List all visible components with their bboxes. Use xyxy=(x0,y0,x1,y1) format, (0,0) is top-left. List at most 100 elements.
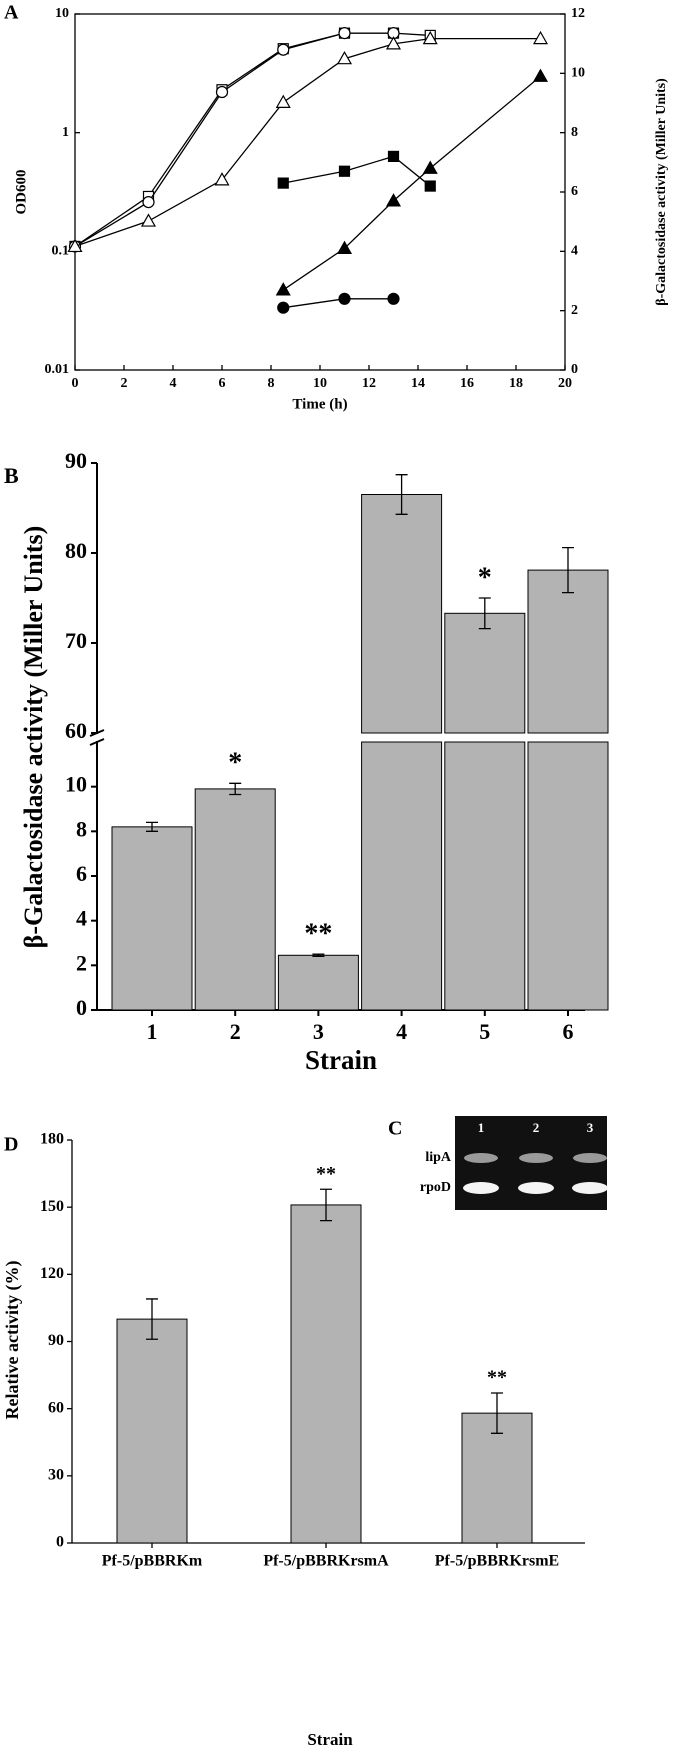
y-tick-label: 8 xyxy=(76,816,87,841)
x-tick-label: Pf-5/pBBRKrsmA xyxy=(263,1553,389,1570)
series-line xyxy=(74,37,541,248)
marker xyxy=(338,165,351,177)
marker xyxy=(387,150,400,162)
error-bar xyxy=(229,782,242,796)
x-axis-label: Strain xyxy=(305,1045,377,1075)
y-tick-label: 4 xyxy=(76,906,87,931)
marker xyxy=(385,193,402,207)
x-axis-label: Time (h) xyxy=(292,396,347,412)
error-bar xyxy=(491,1392,503,1434)
y-axis-label: β-Galactosidase activity (Miller Units) xyxy=(19,526,48,949)
gel-image xyxy=(455,1116,607,1210)
x-tick-label: 12 xyxy=(362,376,376,391)
marker xyxy=(424,180,436,192)
bar xyxy=(461,1412,533,1544)
x-tick-label: 6 xyxy=(563,1019,574,1044)
y-tick-label: 0.1 xyxy=(52,244,70,259)
band xyxy=(573,1153,607,1163)
marker xyxy=(277,177,289,189)
error-bar xyxy=(478,597,491,630)
x-tick-label: 20 xyxy=(558,376,572,391)
series-line xyxy=(283,298,394,309)
marker xyxy=(275,282,291,296)
marker xyxy=(532,68,549,82)
panel-letter: A xyxy=(4,2,19,24)
marker xyxy=(277,43,290,56)
error-bar xyxy=(312,953,325,958)
y-tick-label: 10 xyxy=(55,6,69,21)
y-tick-label: 0 xyxy=(56,1534,64,1551)
y-tick-label: 60 xyxy=(48,1399,64,1416)
error-bar xyxy=(395,474,408,515)
bar-lower-part xyxy=(444,741,526,1011)
significance-label: * xyxy=(228,748,242,779)
significance-label: ** xyxy=(304,919,332,950)
y-tick-label: 0.01 xyxy=(45,362,70,377)
marker xyxy=(142,195,155,209)
bar xyxy=(111,826,193,1011)
panel-letter: B xyxy=(4,463,19,488)
band xyxy=(463,1182,499,1194)
y-tick-label: 60 xyxy=(65,718,87,743)
x-tick-label: 5 xyxy=(479,1019,490,1044)
y-tick-label: 2 xyxy=(76,950,87,975)
y-tick-label: 30 xyxy=(48,1467,64,1484)
panel-letter: D xyxy=(4,1134,18,1156)
x-tick-label: 16 xyxy=(460,376,474,391)
y-tick-label: 80 xyxy=(65,538,87,563)
marker xyxy=(140,213,157,227)
x-tick-label: 4 xyxy=(396,1019,407,1044)
x-tick-label: 4 xyxy=(170,376,177,391)
y-tick-label: 180 xyxy=(40,1131,64,1148)
y2-tick-label: 2 xyxy=(571,303,578,318)
error-bar xyxy=(320,1188,332,1222)
y-axis-label: Relative activity (%) xyxy=(2,1261,23,1420)
x-tick-label: 8 xyxy=(268,376,275,391)
axis-break xyxy=(89,738,105,746)
panel-letter: C xyxy=(388,1118,402,1140)
band xyxy=(518,1182,554,1194)
marker xyxy=(385,36,402,50)
x-tick-label: 2 xyxy=(230,1019,241,1044)
bar xyxy=(116,1318,188,1544)
marker xyxy=(275,94,291,108)
y-tick-label: 150 xyxy=(40,1198,64,1215)
bar-upper-part xyxy=(361,494,443,734)
marker xyxy=(532,30,549,45)
series-line xyxy=(282,75,541,291)
marker xyxy=(67,238,83,253)
axis-break-gap xyxy=(94,734,100,741)
marker xyxy=(338,27,351,40)
marker xyxy=(215,85,229,99)
lane-label: 1 xyxy=(478,1120,485,1135)
y-tick-label: 0 xyxy=(76,995,87,1020)
bar xyxy=(290,1204,362,1544)
y-tick-label: 70 xyxy=(65,628,87,653)
x-tick-label: Pf-5/pBBRKrsmE xyxy=(435,1553,559,1570)
band xyxy=(464,1153,498,1163)
marker xyxy=(336,50,353,65)
y-tick-label: 120 xyxy=(40,1265,64,1282)
lane-label: 2 xyxy=(533,1120,540,1135)
x-tick-label: 14 xyxy=(411,376,425,391)
x-tick-label: 6 xyxy=(219,376,226,391)
x-tick-label: 18 xyxy=(509,376,523,391)
significance-label: ** xyxy=(316,1163,336,1185)
marker xyxy=(387,292,400,305)
y2-tick-label: 0 xyxy=(571,362,578,377)
y-tick-label: 6 xyxy=(76,861,87,886)
bar xyxy=(194,788,276,1011)
marker xyxy=(422,160,438,174)
y2-tick-label: 12 xyxy=(571,6,585,21)
gene-label: lipA xyxy=(425,1150,452,1165)
bar-upper-part xyxy=(527,569,609,734)
gel: 1 2 3 lipA rpoD xyxy=(420,1116,608,1210)
bar-lower-part xyxy=(527,741,609,1011)
x-tick-label: Pf-5/pBBRKm xyxy=(102,1553,203,1570)
x-tick-label: 1 xyxy=(147,1019,158,1044)
band xyxy=(519,1153,553,1163)
y-tick-label: 1 xyxy=(62,125,69,140)
y2-tick-label: 4 xyxy=(571,244,578,259)
gene-label: rpoD xyxy=(420,1180,451,1195)
